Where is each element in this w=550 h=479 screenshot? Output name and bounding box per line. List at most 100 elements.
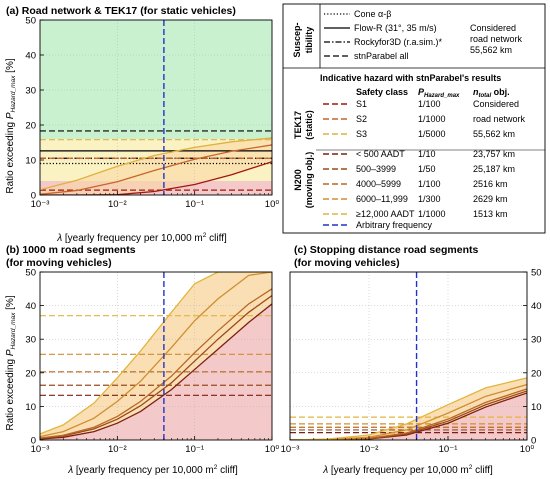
panel-a-plot: 10⁻³ 10⁻² 10⁻¹ 10⁰ 0 10 20 30 40 50 [25,16,279,211]
y-tick-label: 20 [531,368,542,379]
legend: Suscep-tibility Cone α-β Flow-R (31°, 35 m… [282,3,546,234]
legend-col-safety: Safety class [356,87,408,97]
series-4000–5999 [40,288,272,439]
legend-hazard-p: 1/5000 [418,129,446,139]
plot-area [40,20,272,195]
series-≥12,000 AADT [40,272,272,435]
legend-suscep-label: Rockyfor3D (r.a.sim.)* [354,37,443,47]
x-tick-label: 10⁻³ [31,444,50,455]
legend-hazard-n: road network [473,114,526,124]
panel-a-y-label: Ratio exceeding PHazard_max [%] [5,58,17,193]
legend-suscep-note: Considered [470,23,516,33]
frame [39,19,273,196]
y-tick-label: 30 [25,335,36,346]
red-area [290,392,527,440]
legend-hazard-p: 1/1000 [418,114,446,124]
y-tick-label: 10 [531,402,542,413]
y-tick-label: 0 [31,436,36,447]
legend-hazard-n: Considered [473,99,519,109]
panel-a-x-label: λ [yearly frequency per 10,000 m2 cliff] [56,232,227,244]
y-tick-label: 40 [25,301,36,312]
x-tick-label: 10⁻² [108,199,127,210]
legend-hazard-class: S3 [356,129,367,139]
x-tick-label: 10⁻³ [31,199,50,210]
legend-arbitrary-label: Arbitrary frequency [356,220,433,230]
x-tick-label: 10⁻² [360,444,379,455]
legend-suscep-label: Flow-R (31°, 35 m/s) [354,23,437,33]
frame [39,271,273,441]
y-tick-label: 20 [25,368,36,379]
series-S1 [40,161,272,195]
legend-hazard-class: 4000–5999 [356,179,401,189]
legend-hazard-p: 1/300 [418,194,441,204]
legend-hazard-title: Indicative hazard with stnParabel's resu… [320,73,501,83]
y-tick-label: 30 [25,86,36,97]
panel-c-title-line1: (c) Stopping distance road segments [294,244,479,256]
panel-c-title-line2: (for moving vehicles) [294,257,400,269]
legend-suscep-title: tibility [304,27,314,54]
y-tick-label: 40 [25,51,36,62]
panel-b-plot: 10⁻³ 10⁻² 10⁻¹ 10⁰ 0 10 20 30 40 50 [25,268,279,456]
legend-hazard-class: S2 [356,114,367,124]
series-< 500 AADT [40,303,272,440]
legend-hazard-p: 1/100 [418,99,441,109]
x-tick-label: 10⁰ [520,444,535,455]
legend-hazard-p: 1/50 [418,164,436,174]
x-tick-label: 10⁻¹ [185,199,204,210]
y-tick-label: 20 [25,121,36,132]
legend-hazard-p: 1/1000 [418,209,446,219]
legend-hazard-n: 1513 km [473,209,508,219]
legend-hazard-n: 2629 km [473,194,508,204]
series-6000–11,999 [40,272,272,438]
panel-b-title-line1: (b) 1000 m road segments [6,244,136,256]
legend-hazard-p: 1/10 [418,149,436,159]
legend-col-p: PHazard_max [418,87,460,99]
y-tick-label: 0 [31,191,36,202]
legend-hazard-class: 6000–11,999 [356,194,408,204]
legend-suscep-note: road network [470,34,523,44]
frame [289,271,528,441]
legend-hazard-n: 2516 km [473,179,508,189]
panel-b-y-label: Ratio exceeding PHazard_max [%] [5,295,17,430]
legend-suscep-note: 55,562 km [470,45,512,55]
legend-hazard-n: 55,562 km [473,129,515,139]
legend-hazard-n: 25,187 km [473,164,515,174]
y-tick-label: 50 [25,16,36,27]
panel-c-x-label: λ [yearly frequency per 10,000 m2 cliff] [322,464,493,476]
legend-suscep-label: stnParabel all [354,51,409,61]
x-tick-label: 10⁰ [265,199,280,210]
legend-col-n: ntotal obj. [473,87,510,99]
panel-b-x-label: λ [yearly frequency per 10,000 m2 cliff] [67,464,238,476]
x-tick-label: 10⁻² [108,444,127,455]
hazard-band [40,137,272,195]
y-tick-label: 0 [531,436,536,447]
series-S3 [40,137,272,191]
legend-hazard-n: 23,757 km [473,149,515,159]
legend-suscep-label: Cone α-β [354,9,391,19]
series-S2 [40,144,272,195]
legend-group-tek17: TEK17 [293,111,303,139]
series-500–3999 [40,294,272,439]
y-tick-label: 10 [25,402,36,413]
x-tick-label: 10⁻¹ [439,444,458,455]
series-< 500 AADT [290,392,527,440]
x-tick-label: 10⁻³ [281,444,300,455]
x-tick-label: 10⁻¹ [185,444,204,455]
y-tick-label: 50 [25,268,36,279]
panel-b-title-line2: (for moving vehicles) [6,257,112,269]
legend-hazard-class: S1 [356,99,367,109]
y-tick-label: 50 [531,268,542,279]
legend-suscep-title: Suscep- [292,22,302,57]
legend-hazard-class: < 500 AADT [356,149,405,159]
hazard-band [40,272,272,439]
x-tick-label: 10⁰ [265,444,280,455]
zone-high [40,20,272,139]
legend-group-n200: (moving obj.) [304,152,314,209]
legend-hazard-p: 1/100 [418,179,441,189]
y-tick-label: 30 [531,335,542,346]
y-tick-label: 40 [531,301,542,312]
plot-area [290,272,527,440]
panel-a-title: (a) Road network & TEK17 (for static veh… [6,5,236,17]
plot-area [40,272,272,440]
